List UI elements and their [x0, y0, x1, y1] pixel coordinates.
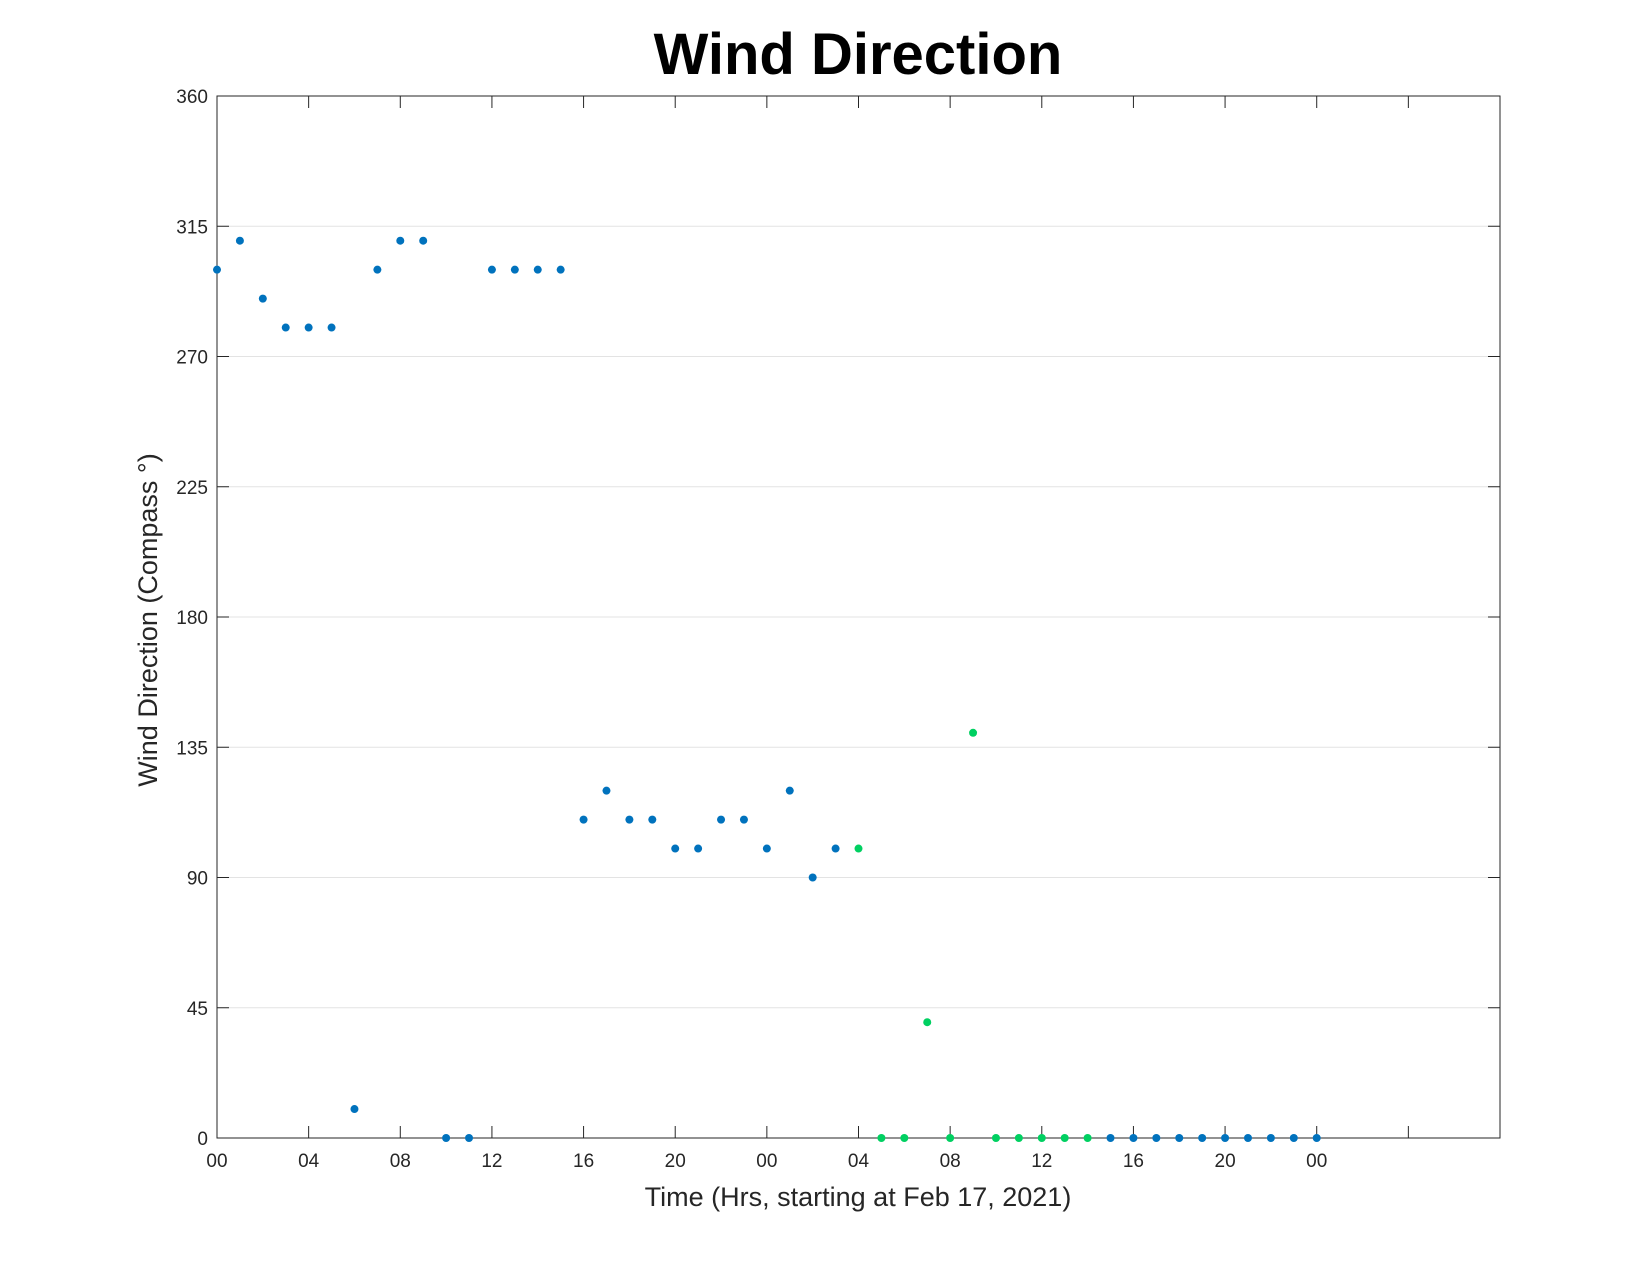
- data-point: [1106, 1134, 1115, 1142]
- data-point: [625, 815, 634, 824]
- data-point: [419, 236, 428, 245]
- data-point: [808, 873, 817, 882]
- data-point: [1152, 1134, 1161, 1142]
- data-point: [1014, 1134, 1023, 1142]
- data-point: [785, 786, 794, 795]
- data-point: [373, 265, 382, 274]
- data-point: [1129, 1134, 1138, 1142]
- data-point: [900, 1134, 909, 1142]
- x-tick-label: 08: [940, 1151, 961, 1172]
- grid-layer: [217, 225, 1500, 1009]
- x-tick-label: 00: [1306, 1151, 1327, 1172]
- data-point: [396, 236, 405, 245]
- data-point: [465, 1134, 474, 1142]
- data-point: [602, 786, 611, 795]
- y-tick-label: 0: [197, 1129, 208, 1150]
- data-point: [1175, 1134, 1184, 1142]
- data-point: [533, 265, 542, 274]
- data-point: [739, 815, 748, 824]
- data-point: [1083, 1134, 1092, 1142]
- data-point: [762, 844, 771, 853]
- data-point: [510, 265, 519, 274]
- chart-title: Wind Direction: [654, 22, 1063, 87]
- data-point: [1266, 1134, 1275, 1142]
- data-point: [442, 1134, 451, 1142]
- data-point: [991, 1134, 1000, 1142]
- y-tick-label: 135: [176, 738, 208, 759]
- data-point: [487, 265, 496, 274]
- x-axis-label: Time (Hrs, starting at Feb 17, 2021): [645, 1182, 1072, 1212]
- y-tick-label: 225: [176, 478, 208, 499]
- data-point: [831, 844, 840, 853]
- x-tick-label: 04: [848, 1151, 870, 1172]
- data-point: [235, 236, 244, 245]
- data-point: [671, 844, 680, 853]
- x-tick-label: 00: [206, 1151, 227, 1172]
- x-tick-label: 04: [298, 1151, 320, 1172]
- x-tick-label: 12: [1031, 1151, 1052, 1172]
- data-point: [969, 728, 978, 737]
- data-point: [304, 323, 313, 332]
- x-tick-label: 20: [1215, 1151, 1236, 1172]
- data-point: [1312, 1134, 1321, 1142]
- point-layer: [213, 236, 1321, 1142]
- x-tick-label: 12: [481, 1151, 502, 1172]
- data-point: [1289, 1134, 1298, 1142]
- data-point: [1243, 1134, 1252, 1142]
- x-tick-label: 00: [756, 1151, 777, 1172]
- data-point: [556, 265, 565, 274]
- x-tick-label: 16: [573, 1151, 594, 1172]
- data-point: [877, 1134, 886, 1142]
- data-point: [717, 815, 726, 824]
- data-point: [327, 323, 336, 332]
- y-axis-label: Wind Direction (Compass °): [133, 453, 163, 786]
- data-point: [281, 323, 290, 332]
- data-point: [694, 844, 703, 853]
- tick-layer: 0 45 90 135 180 225 270 315 360 00 04 08 12 16 20 00 04 0…: [176, 87, 1501, 1172]
- data-point: [579, 815, 588, 824]
- data-point: [854, 844, 863, 853]
- data-point: [1221, 1134, 1230, 1142]
- data-point: [213, 265, 221, 274]
- data-point: [648, 815, 657, 824]
- y-tick-label: 315: [176, 217, 208, 238]
- data-point: [258, 294, 267, 303]
- data-point: [1037, 1134, 1046, 1142]
- data-point: [350, 1105, 359, 1114]
- data-point: [946, 1134, 955, 1142]
- y-tick-label: 270: [176, 348, 208, 369]
- x-tick-label: 20: [665, 1151, 686, 1172]
- x-tick-label: 08: [390, 1151, 411, 1172]
- y-tick-label: 180: [176, 608, 208, 629]
- data-point: [923, 1018, 932, 1027]
- x-tick-label: 16: [1123, 1151, 1144, 1172]
- data-point: [1198, 1134, 1207, 1142]
- y-tick-label: 45: [187, 999, 208, 1020]
- data-point: [1060, 1134, 1069, 1142]
- y-tick-label: 90: [187, 869, 208, 890]
- y-tick-label: 360: [176, 87, 208, 108]
